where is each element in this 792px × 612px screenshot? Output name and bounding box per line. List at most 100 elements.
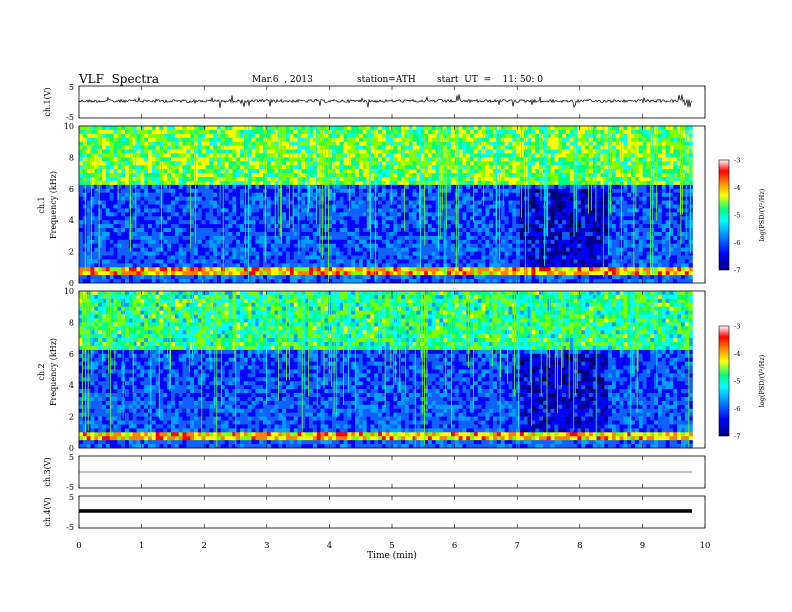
spectrogram-cell xyxy=(458,184,463,190)
spectrogram-cell xyxy=(113,137,118,142)
spectrogram-cell xyxy=(611,235,617,241)
spectrogram-cell xyxy=(374,153,379,158)
spectrogram-cell xyxy=(178,149,183,154)
spectrogram-cell xyxy=(305,239,310,245)
spectrogram-cell xyxy=(148,180,153,186)
spectrogram-cell xyxy=(600,141,605,146)
spectrogram-cell xyxy=(236,157,241,162)
spectrogram-cell xyxy=(677,177,682,182)
spectrogram-cell xyxy=(642,224,647,229)
spectrogram-cell xyxy=(136,161,141,166)
spectrogram-cell xyxy=(477,208,482,213)
spectrogram-cell xyxy=(581,161,586,166)
spectrogram-cell xyxy=(98,126,103,131)
spectrogram-cell xyxy=(634,239,640,245)
spectrogram-cell xyxy=(362,153,367,158)
spectrogram-cell xyxy=(174,129,179,135)
spectrogram-cell xyxy=(151,133,156,139)
spectrogram-cell xyxy=(508,165,513,170)
spectrogram-cell xyxy=(86,180,91,186)
spectrogram-cell xyxy=(646,145,651,150)
spectrogram-cell xyxy=(508,243,513,248)
spectrogram-cell xyxy=(588,157,594,162)
spectrogram-cell xyxy=(332,235,337,241)
spectrogram-cell xyxy=(351,188,356,194)
spectrogram-cell xyxy=(370,145,375,150)
spectrogram-cell xyxy=(416,239,421,245)
spectrogram-cell xyxy=(270,177,275,182)
spectrogram-cell xyxy=(90,231,95,237)
spectrogram-cell xyxy=(286,173,291,178)
spectrogram-cell xyxy=(512,231,517,237)
spectrogram-cell xyxy=(247,149,252,154)
spectrogram-cell xyxy=(588,192,594,197)
spectrogram-cell xyxy=(148,161,153,166)
spectrogram-cell xyxy=(657,126,663,131)
spectrogram-cell xyxy=(558,192,563,197)
spectrogram-cell xyxy=(98,216,103,221)
spectrogram-cell xyxy=(190,129,195,135)
spectrogram-cell xyxy=(519,212,525,217)
spectrogram-cell xyxy=(562,173,567,178)
spectrogram-cell xyxy=(477,212,482,217)
spectrogram-cell xyxy=(477,196,482,201)
spectrogram-cell xyxy=(673,149,678,154)
spectrogram-cell xyxy=(121,184,126,190)
spectrogram-cell xyxy=(450,184,456,190)
spectrogram-cell xyxy=(194,129,199,135)
spectrogram-cell xyxy=(259,177,264,182)
spectrogram-cell xyxy=(592,173,597,178)
spectrogram-cell xyxy=(309,200,314,205)
spectrogram-cell xyxy=(527,177,532,182)
spectrogram-cell xyxy=(144,216,149,221)
spectrogram-cell xyxy=(343,208,348,213)
spectrogram-cell xyxy=(332,220,337,225)
spectrogram-cell xyxy=(562,149,567,154)
spectrogram-cell xyxy=(573,153,578,158)
spectrogram-cell xyxy=(289,235,295,241)
spectrogram-cell xyxy=(523,192,528,197)
spectrogram-cell xyxy=(255,173,260,178)
spectrogram-cell xyxy=(186,153,191,158)
spectrogram-cell xyxy=(519,161,525,166)
spectrogram-cell xyxy=(408,153,413,158)
spectrogram-cell xyxy=(539,208,544,213)
spectrogram-cell xyxy=(205,165,210,170)
spectrogram-cell xyxy=(554,180,559,186)
spectrogram-cell xyxy=(182,169,187,174)
spectrogram-cell xyxy=(569,239,574,245)
spectrogram-cell xyxy=(94,228,99,233)
spectrogram-cell xyxy=(186,141,191,146)
spectrogram-cell xyxy=(335,204,341,209)
spectrogram-cell xyxy=(201,133,206,139)
spectrogram-cell xyxy=(512,220,517,225)
spectrogram-cell xyxy=(213,220,218,225)
spectrogram-cell xyxy=(136,224,141,229)
spectrogram-cell xyxy=(615,196,620,201)
spectrogram-cell xyxy=(213,149,218,154)
spectrogram-cell xyxy=(466,180,471,186)
spectrogram-cell xyxy=(611,169,617,174)
spectrogram-cell xyxy=(401,220,406,225)
spectrogram-cell xyxy=(339,235,344,241)
spectrogram-cell xyxy=(90,169,95,174)
spectrogram-cell xyxy=(458,231,463,237)
spectrogram-cell xyxy=(477,224,482,229)
spectrogram-cell xyxy=(431,137,436,142)
spectrogram-cell xyxy=(466,149,471,154)
spectrogram-cell xyxy=(266,216,272,221)
spectrogram-cell xyxy=(109,137,114,142)
spectrogram-cell xyxy=(604,184,609,190)
spectrogram-cell xyxy=(642,177,647,182)
spectrogram-cell xyxy=(508,133,513,139)
spectrogram-cell xyxy=(121,141,126,146)
spectrogram-cell xyxy=(358,216,364,221)
spectrogram-cell xyxy=(144,161,149,166)
spectrogram-cell xyxy=(190,216,195,221)
spectrogram-cell xyxy=(217,224,222,229)
spectrogram-cell xyxy=(293,141,298,146)
spectrogram-cell xyxy=(385,169,390,174)
spectrogram-cell xyxy=(447,161,452,166)
spectrogram-cell xyxy=(148,231,153,237)
spectrogram-cell xyxy=(328,235,333,241)
